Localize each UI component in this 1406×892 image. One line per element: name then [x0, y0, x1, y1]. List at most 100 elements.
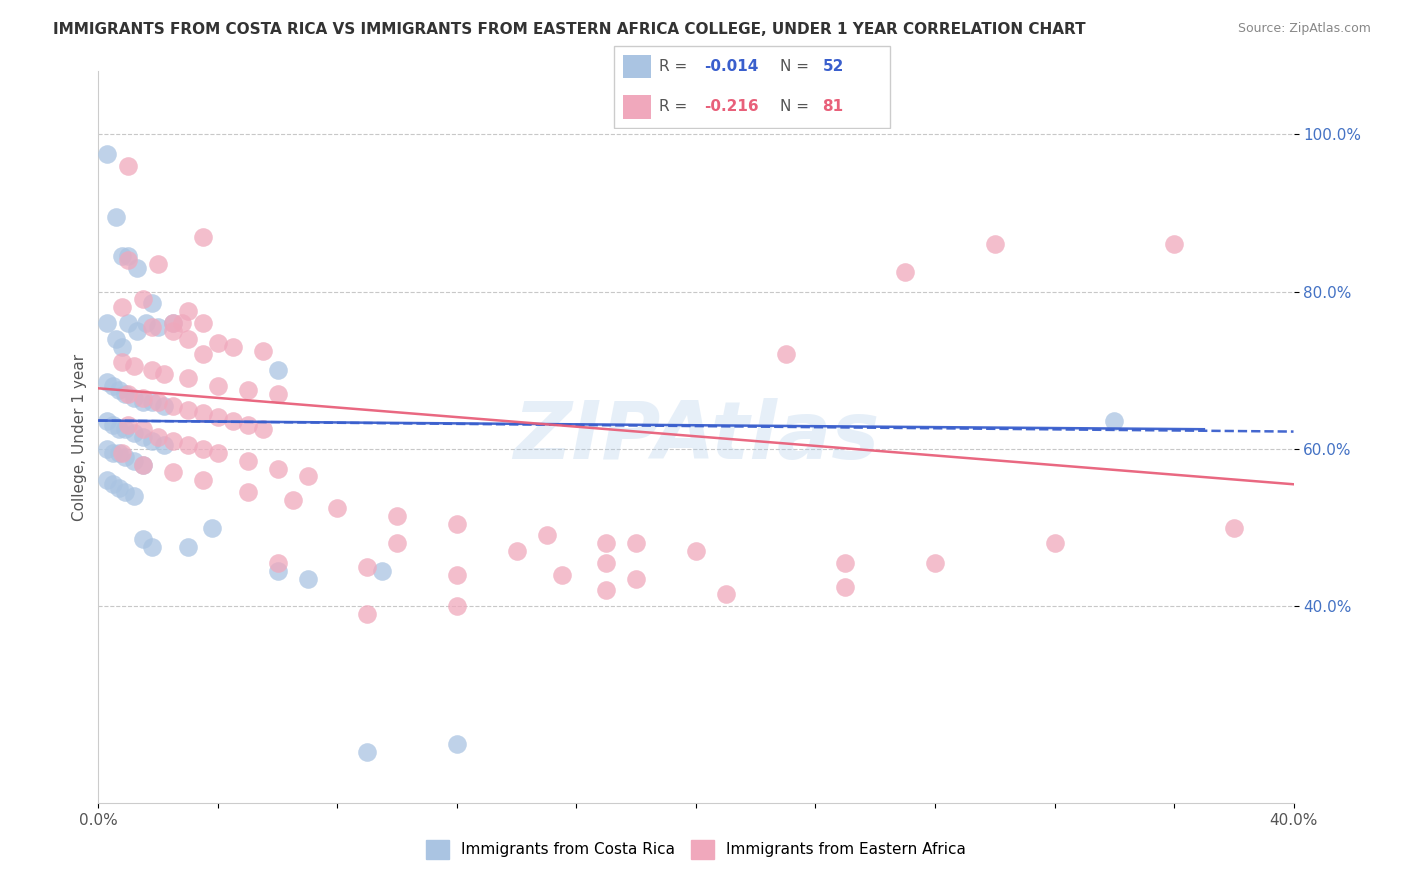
Point — [117, 316, 139, 330]
Bar — [623, 95, 651, 120]
Point — [105, 210, 128, 224]
Point — [326, 500, 349, 515]
Point — [132, 458, 155, 472]
Point — [141, 540, 163, 554]
Point — [385, 508, 409, 523]
Point — [385, 536, 409, 550]
Point — [141, 434, 163, 448]
Text: N =: N = — [780, 59, 814, 74]
Point — [132, 533, 155, 547]
Point — [96, 442, 118, 456]
Point — [595, 556, 617, 570]
Point — [96, 414, 118, 428]
Point — [177, 371, 200, 385]
Point — [117, 253, 139, 268]
Point — [127, 260, 149, 275]
Point — [117, 159, 139, 173]
Point — [141, 394, 163, 409]
Point — [135, 316, 157, 330]
Point — [506, 544, 529, 558]
Point — [132, 458, 155, 472]
Point — [117, 418, 139, 433]
Point — [162, 434, 184, 448]
Point — [297, 572, 319, 586]
Point — [162, 316, 184, 330]
Point — [103, 379, 125, 393]
Point — [191, 347, 214, 361]
Point — [124, 359, 146, 374]
Point — [714, 587, 737, 601]
Point — [108, 422, 131, 436]
Point — [108, 446, 131, 460]
Point — [114, 422, 136, 436]
Point — [536, 528, 558, 542]
Point — [252, 422, 274, 436]
Point — [267, 556, 290, 570]
Point — [1163, 237, 1185, 252]
Point — [177, 438, 200, 452]
Point — [446, 599, 468, 614]
Point — [153, 367, 176, 381]
Point — [132, 430, 155, 444]
Point — [103, 418, 125, 433]
Point — [103, 477, 125, 491]
Point — [626, 572, 648, 586]
Point — [267, 363, 290, 377]
FancyBboxPatch shape — [614, 46, 890, 128]
Point — [162, 466, 184, 480]
Point — [117, 387, 139, 401]
Point — [124, 391, 146, 405]
Text: 81: 81 — [823, 99, 844, 114]
Point — [626, 536, 648, 550]
Point — [124, 453, 146, 467]
Point — [356, 745, 378, 759]
Point — [105, 332, 128, 346]
Point — [595, 536, 617, 550]
Point — [207, 446, 229, 460]
Point — [124, 426, 146, 441]
Point — [127, 324, 149, 338]
Point — [96, 147, 118, 161]
Point — [108, 481, 131, 495]
Point — [222, 340, 245, 354]
Point — [172, 316, 194, 330]
Point — [281, 493, 304, 508]
Point — [356, 559, 378, 574]
Text: -0.216: -0.216 — [704, 99, 759, 114]
Text: R =: R = — [659, 59, 693, 74]
Point — [141, 363, 163, 377]
Point — [111, 301, 134, 315]
Point — [207, 379, 229, 393]
Point — [236, 453, 259, 467]
Bar — [623, 54, 651, 78]
Point — [236, 418, 259, 433]
Point — [297, 469, 319, 483]
Point — [148, 394, 170, 409]
Point — [153, 399, 176, 413]
Point — [114, 450, 136, 464]
Point — [984, 237, 1007, 252]
Point — [267, 461, 290, 475]
Point — [446, 567, 468, 582]
Y-axis label: College, Under 1 year: College, Under 1 year — [72, 353, 87, 521]
Text: IMMIGRANTS FROM COSTA RICA VS IMMIGRANTS FROM EASTERN AFRICA COLLEGE, UNDER 1 YE: IMMIGRANTS FROM COSTA RICA VS IMMIGRANTS… — [53, 22, 1085, 37]
Point — [207, 335, 229, 350]
Point — [96, 473, 118, 487]
Point — [1043, 536, 1066, 550]
Point — [236, 485, 259, 500]
Point — [207, 410, 229, 425]
Point — [191, 442, 214, 456]
Text: -0.014: -0.014 — [704, 59, 759, 74]
Point — [191, 229, 214, 244]
Point — [114, 485, 136, 500]
Point — [191, 316, 214, 330]
Point — [191, 407, 214, 421]
Point — [267, 387, 290, 401]
Point — [148, 430, 170, 444]
Point — [252, 343, 274, 358]
Point — [222, 414, 245, 428]
Text: ZIPAtlas: ZIPAtlas — [513, 398, 879, 476]
Point — [111, 340, 134, 354]
Point — [132, 391, 155, 405]
Point — [111, 355, 134, 369]
